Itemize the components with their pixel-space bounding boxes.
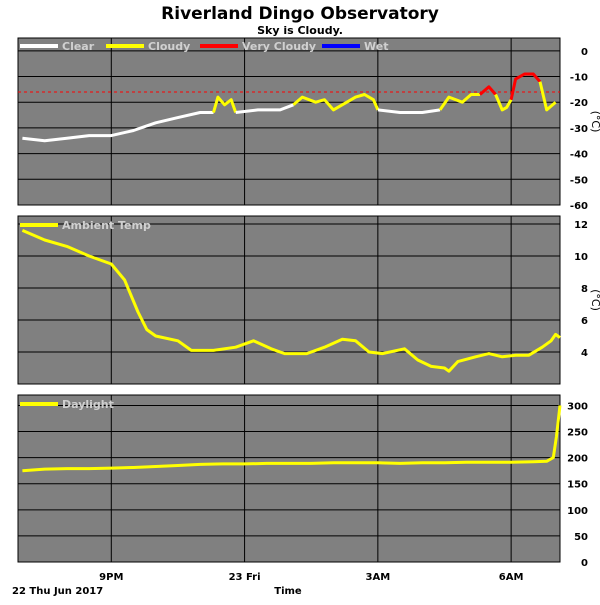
y-tick-label: 0 bbox=[581, 558, 588, 569]
panel-ambient: 12 10 8 6 4 (°C) Ambient Temp bbox=[17, 215, 600, 385]
series-line-very-cloudy bbox=[479, 85, 497, 96]
y-tick-label: -20 bbox=[570, 98, 588, 109]
series-line-clear bbox=[22, 111, 214, 143]
legend-label: Cloudy bbox=[148, 40, 190, 53]
legend-label: Very Cloudy bbox=[242, 40, 316, 53]
y-tick-label: 4 bbox=[581, 348, 588, 359]
series-line-clear bbox=[235, 103, 294, 114]
x-tick-label: 9PM bbox=[99, 572, 123, 583]
y-tick-label: 200 bbox=[567, 454, 588, 465]
series-line-clear bbox=[377, 108, 441, 114]
series-line-daylight bbox=[22, 405, 562, 473]
x-axis-title: Time bbox=[274, 586, 302, 597]
series-line-very-cloudy bbox=[509, 72, 542, 101]
y-tick-label: -50 bbox=[570, 175, 588, 186]
panel-background bbox=[17, 37, 561, 206]
y-tick-label: 50 bbox=[574, 532, 588, 543]
y-tick-label: 300 bbox=[567, 401, 588, 412]
legend-label: Wet bbox=[364, 40, 388, 53]
legend-label: Ambient Temp bbox=[62, 219, 151, 232]
legend-label: Daylight bbox=[62, 398, 114, 411]
series-line-cloudy bbox=[212, 95, 238, 113]
y-tick-label: -10 bbox=[570, 73, 588, 84]
y-tick-label: 250 bbox=[567, 428, 588, 439]
y-tick-label: 100 bbox=[567, 506, 588, 517]
y-tick-label: -30 bbox=[570, 124, 588, 135]
chart-subtitle: Sky is Cloudy. bbox=[257, 24, 343, 37]
y-tick-label: 10 bbox=[574, 252, 588, 263]
x-tick-label: 3AM bbox=[366, 572, 391, 583]
y-tick-label: 6 bbox=[581, 316, 588, 327]
panel-background bbox=[17, 394, 561, 563]
y-tick-label: 150 bbox=[567, 480, 588, 491]
x-tick-label: 6AM bbox=[499, 572, 524, 583]
y-tick-label: -60 bbox=[570, 201, 588, 212]
x-tick-label: 23 Fri bbox=[229, 572, 261, 583]
y-tick-label: 12 bbox=[574, 220, 588, 231]
panel-background bbox=[17, 215, 561, 385]
y-axis-label: (°C) bbox=[589, 289, 600, 311]
y-tick-label: -40 bbox=[570, 150, 588, 161]
y-axis-label: (°C) bbox=[589, 111, 600, 133]
panel-daylight: 300 250 200 150 100 50 0 Daylight bbox=[17, 394, 588, 569]
y-tick-label: 0 bbox=[581, 47, 588, 58]
series-line-ambient bbox=[21, 229, 561, 373]
legend-label: Clear bbox=[62, 40, 95, 53]
series-line-cloudy bbox=[292, 93, 380, 112]
series-line-cloudy bbox=[538, 81, 557, 112]
panel-sky: 0 -10 -20 -30 -40 -50 -60 (°C) Clear Cloudy Very C… bbox=[17, 37, 600, 212]
series-line-cloudy bbox=[438, 93, 480, 111]
chart-title: Riverland Dingo Observatory bbox=[161, 4, 439, 24]
series-line-cloudy bbox=[494, 93, 513, 112]
y-tick-label: 8 bbox=[581, 284, 588, 295]
x-axis-date-label: 22 Thu Jun 2017 bbox=[12, 586, 103, 597]
